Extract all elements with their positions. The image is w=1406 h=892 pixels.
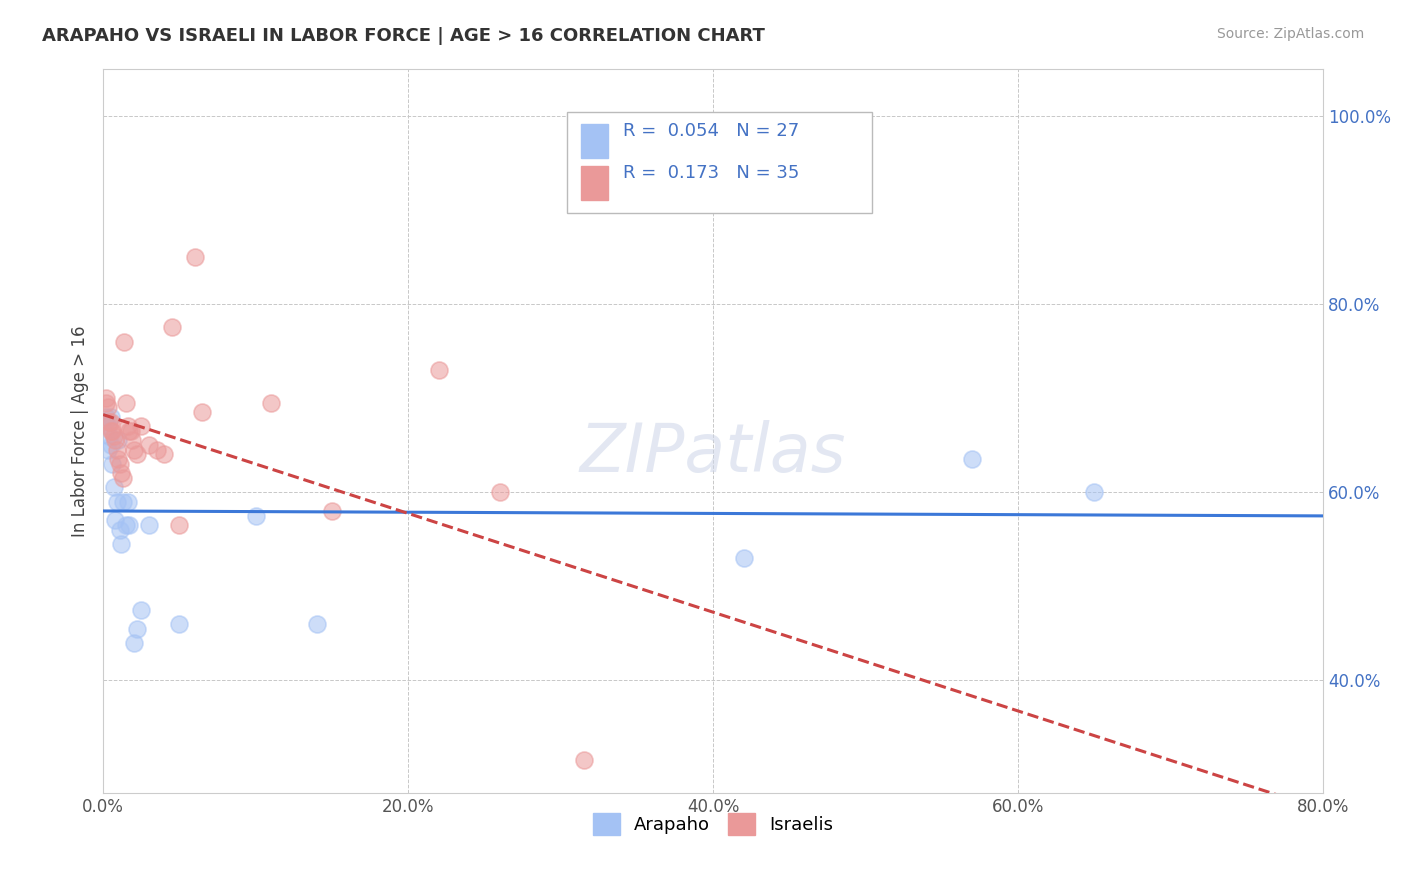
Point xyxy=(245,508,267,523)
Point xyxy=(117,419,139,434)
Point xyxy=(138,438,160,452)
Point xyxy=(121,434,143,448)
Point xyxy=(110,467,132,481)
Point xyxy=(191,405,214,419)
Point xyxy=(111,471,134,485)
Point xyxy=(138,518,160,533)
Point xyxy=(125,447,148,461)
Point xyxy=(160,320,183,334)
Text: ARAPAHO VS ISRAELI IN LABOR FORCE | AGE > 16 CORRELATION CHART: ARAPAHO VS ISRAELI IN LABOR FORCE | AGE … xyxy=(42,27,765,45)
Point xyxy=(100,409,122,424)
Y-axis label: In Labor Force | Age > 16: In Labor Force | Age > 16 xyxy=(72,326,89,537)
Point xyxy=(122,636,145,650)
Point xyxy=(110,537,132,551)
Point xyxy=(572,753,595,767)
Text: ZIPatlas: ZIPatlas xyxy=(579,419,846,485)
Point xyxy=(100,424,122,438)
Point xyxy=(98,415,121,429)
Point xyxy=(101,457,124,471)
Point xyxy=(122,442,145,457)
FancyBboxPatch shape xyxy=(567,112,872,213)
Point xyxy=(103,428,125,442)
Point xyxy=(120,424,142,438)
Point xyxy=(107,434,129,448)
Point xyxy=(96,409,118,424)
Point xyxy=(129,419,152,434)
Point xyxy=(104,513,127,527)
Point xyxy=(118,518,141,533)
Point xyxy=(183,250,205,264)
Point xyxy=(117,494,139,508)
Point xyxy=(321,504,343,518)
Point xyxy=(169,616,191,631)
FancyBboxPatch shape xyxy=(581,124,609,159)
Point xyxy=(153,447,176,461)
Point xyxy=(115,518,138,533)
Point xyxy=(427,363,450,377)
Point xyxy=(101,424,124,438)
Point xyxy=(97,419,120,434)
Point xyxy=(98,428,121,442)
Text: R =  0.054   N = 27: R = 0.054 N = 27 xyxy=(623,122,799,140)
Point xyxy=(108,523,131,537)
Point xyxy=(100,438,122,452)
Legend: Arapaho, Israelis: Arapaho, Israelis xyxy=(592,813,834,835)
Point xyxy=(260,395,283,409)
FancyBboxPatch shape xyxy=(581,166,609,201)
Point xyxy=(118,424,141,438)
Point xyxy=(111,494,134,508)
Point xyxy=(962,452,984,467)
Point xyxy=(104,434,127,448)
Point xyxy=(125,622,148,636)
Text: R =  0.173   N = 35: R = 0.173 N = 35 xyxy=(623,164,799,182)
Point xyxy=(96,391,118,405)
Point xyxy=(169,518,191,533)
Point xyxy=(733,551,755,566)
Point xyxy=(105,494,128,508)
Point xyxy=(97,442,120,457)
Point xyxy=(103,480,125,494)
Text: Source: ZipAtlas.com: Source: ZipAtlas.com xyxy=(1216,27,1364,41)
Point xyxy=(107,452,129,467)
Point xyxy=(305,616,328,631)
Point xyxy=(96,395,118,409)
Point xyxy=(100,415,122,429)
Point xyxy=(145,442,167,457)
Point xyxy=(1083,485,1105,500)
Point xyxy=(97,401,120,415)
Point xyxy=(115,395,138,409)
Point xyxy=(129,603,152,617)
Point xyxy=(105,442,128,457)
Point xyxy=(114,334,136,349)
Point xyxy=(108,457,131,471)
Point xyxy=(488,485,510,500)
